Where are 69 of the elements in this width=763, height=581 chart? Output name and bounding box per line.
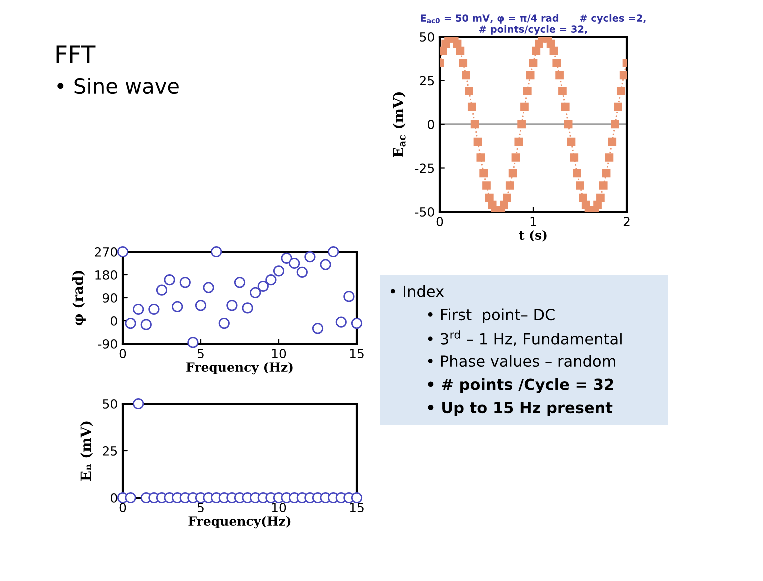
x-tick-label: 2	[624, 217, 630, 226]
y-tick-label: 50	[103, 399, 118, 409]
point	[344, 291, 355, 302]
point	[289, 258, 300, 270]
x-tick-label: 0	[120, 503, 126, 513]
x-tick-label: 0	[120, 349, 126, 359]
text: • # points /Cycle = 32	[428, 378, 614, 394]
point	[133, 304, 144, 316]
y-tick-label: 0	[428, 120, 434, 130]
point	[304, 252, 316, 263]
point	[140, 319, 152, 330]
point	[351, 318, 363, 330]
point	[336, 316, 347, 328]
y-tick-label: -25	[415, 164, 434, 174]
y-tick-label: 270	[95, 247, 118, 257]
point	[203, 282, 214, 294]
point	[172, 301, 184, 312]
point	[148, 304, 160, 316]
x-tick-label: 0	[436, 217, 444, 227]
y-tick-label: 0	[111, 493, 118, 503]
y-tick-label: 0	[111, 316, 118, 326]
text: FFT	[56, 46, 96, 63]
y-tick-label: -50	[415, 207, 434, 217]
x-tick-label: 15	[350, 503, 364, 513]
point	[180, 277, 191, 288]
point	[320, 259, 332, 270]
point	[312, 323, 324, 334]
point	[218, 318, 230, 330]
point	[117, 246, 129, 258]
x-tick-label: 10	[272, 349, 286, 359]
point	[273, 266, 285, 277]
point	[164, 274, 176, 286]
x-axis-title: t (s)	[519, 230, 547, 242]
point	[281, 252, 292, 264]
point	[234, 277, 246, 288]
x-axis-title: Frequency (Hz)	[186, 362, 293, 375]
y-axis-title: φ (rad)	[72, 271, 86, 326]
point	[211, 246, 222, 258]
point	[266, 274, 277, 286]
point	[195, 300, 207, 312]
y-tick-label: -90	[98, 339, 118, 349]
x-tick-label: 1	[530, 217, 536, 226]
y-tick-label: 90	[103, 293, 118, 303]
point	[296, 266, 308, 278]
x-tick-label: 10	[272, 503, 286, 513]
y-tick-label: 25	[103, 446, 118, 456]
point	[125, 318, 136, 330]
y-axis-title: E$_{ac}$ (mV)	[392, 92, 406, 158]
y-tick-label: 25	[420, 76, 434, 86]
x-tick-label: 5	[198, 503, 204, 513]
point	[226, 300, 238, 312]
y-tick-label: 50	[420, 32, 434, 42]
x-axis-title: Frequency(Hz)	[188, 516, 291, 529]
text: • Sine wave	[58, 78, 179, 94]
x-tick-label: 5	[198, 349, 204, 359]
point	[250, 287, 262, 298]
text: • 3$^{rd}$ – 1 Hz, Fundamental	[428, 330, 622, 346]
text: • Index	[390, 286, 444, 298]
text: • Phase values – random	[428, 355, 616, 368]
y-axis-title: Eₙ (mV)	[80, 422, 94, 481]
point	[156, 284, 168, 296]
text: • First point– DC	[428, 308, 555, 324]
y-tick-label: 180	[96, 270, 118, 280]
point	[242, 302, 254, 314]
text: • Up to 15 Hz present	[428, 402, 613, 417]
x-tick-label: 15	[350, 349, 364, 359]
point	[188, 337, 199, 348]
point	[328, 246, 340, 258]
point	[258, 280, 269, 292]
